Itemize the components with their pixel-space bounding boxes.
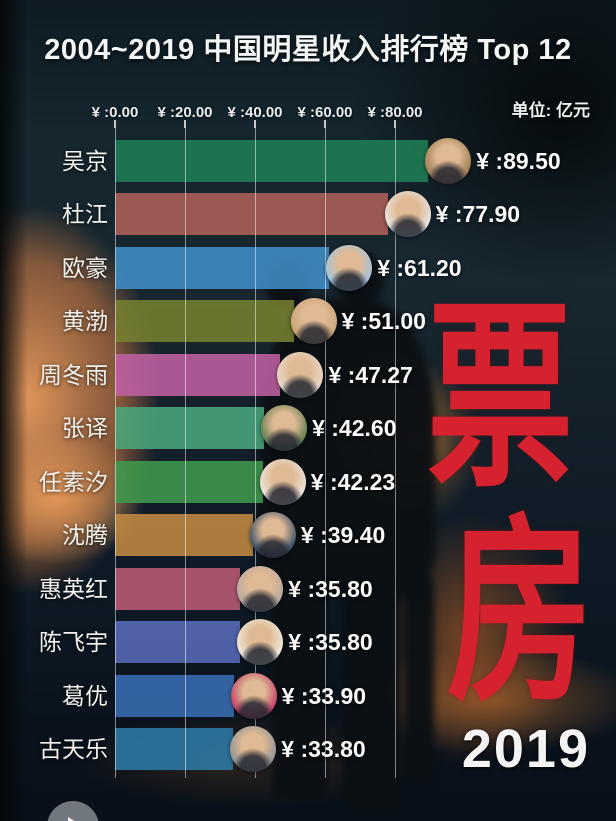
bar-category-label: 欧豪 (62, 254, 108, 281)
avatar (230, 725, 277, 772)
watermark-char-top: 票 (427, 280, 574, 515)
bar-category-label: 任素汐 (39, 468, 108, 495)
gridline (325, 128, 326, 778)
bar-value-label: ¥ :51.00 (341, 308, 426, 335)
bar (115, 621, 241, 664)
bar-value-label: ¥ :33.80 (281, 735, 366, 762)
axis-tick-mark (254, 120, 256, 128)
avatar (249, 512, 296, 559)
gridline (115, 128, 116, 778)
axis-tick-mark (324, 120, 326, 128)
bar-category-label: 张译 (62, 415, 108, 442)
bar-category-label: 沈腾 (62, 522, 108, 549)
avatar (425, 138, 472, 184)
gridline (185, 128, 186, 778)
play-icon (67, 817, 84, 821)
bar (115, 246, 330, 289)
bar-value-label: ¥ :47.27 (328, 361, 413, 388)
bar (115, 140, 429, 182)
bar-category-label: 周冬雨 (39, 361, 108, 388)
bar-value-label: ¥ :35.80 (288, 575, 373, 602)
bar-category-label: 杜江 (62, 201, 108, 228)
avatar (384, 191, 431, 238)
bar-value-label: ¥ :33.90 (281, 682, 367, 709)
chart-title: 2004~2019 中国明星收入排行榜 Top 12 (44, 34, 572, 66)
bar (115, 193, 388, 236)
axis-tick-label: ¥ :60.00 (297, 104, 353, 121)
avatar (326, 244, 373, 291)
bar-value-label: ¥ :61.20 (377, 254, 462, 281)
bar-value-label: ¥ :42.60 (312, 415, 397, 442)
gridline (395, 128, 396, 778)
bar-value-label: ¥ :35.80 (288, 629, 373, 656)
avatar (237, 619, 284, 666)
axis-tick-label: ¥ :0.00 (91, 104, 139, 121)
bar (115, 674, 234, 717)
bar-value-label: ¥ :89.50 (476, 148, 561, 174)
bar (115, 407, 265, 450)
avatar (290, 298, 337, 345)
bar-category-label: 惠英红 (39, 575, 108, 602)
bar-category-label: 古天乐 (39, 735, 108, 762)
bar (115, 300, 294, 343)
bar-category-label: 吴京 (62, 148, 108, 174)
bar-category-label: 葛优 (62, 682, 108, 709)
background-silhouette (272, 575, 328, 800)
avatar (237, 565, 284, 612)
bar (115, 567, 241, 610)
bar (115, 353, 281, 396)
year-label: 2019 (461, 719, 590, 779)
bar-category-label: 黄渤 (62, 308, 108, 335)
axis-tick-label: ¥ :40.00 (227, 104, 283, 121)
background-silhouette (404, 575, 434, 780)
axis-tick-mark (114, 120, 116, 128)
bar (115, 727, 234, 770)
play-button[interactable] (47, 801, 99, 821)
bar-value-label: ¥ :42.23 (310, 468, 396, 495)
bar (115, 460, 263, 503)
bar (115, 514, 253, 557)
avatar (277, 351, 324, 398)
axis-tick-label: ¥ :80.00 (367, 104, 423, 121)
avatar (230, 672, 277, 719)
bar-category-label: 陈飞宇 (39, 629, 108, 656)
unit-label: 单位: 亿元 (511, 101, 590, 120)
avatar (259, 458, 306, 505)
bar-value-label: ¥ :39.40 (300, 522, 386, 549)
axis-tick-label: ¥ :20.00 (157, 104, 213, 121)
background-silhouette (342, 575, 400, 810)
avatar (261, 405, 308, 452)
watermark-char-bottom: 房 (447, 495, 594, 730)
axis-tick-mark (394, 120, 396, 128)
axis-tick-mark (184, 120, 186, 128)
bar-value-label: ¥ :77.90 (435, 201, 521, 228)
gridline (255, 128, 256, 778)
